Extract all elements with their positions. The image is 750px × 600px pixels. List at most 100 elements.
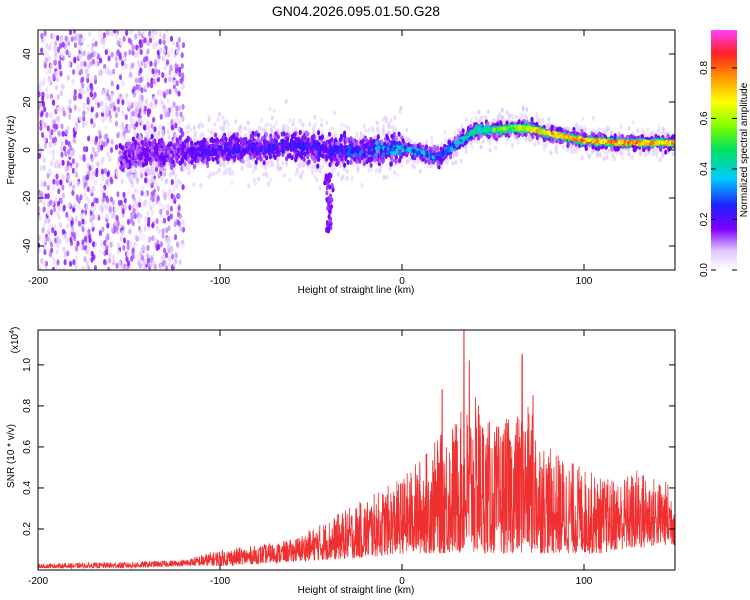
- spectrogram-cell: [164, 265, 169, 270]
- spectrogram-cell: [109, 196, 113, 203]
- spectrogram-cell: [464, 117, 468, 123]
- spectrogram-cell: [353, 156, 357, 162]
- spectrogram-cell: [268, 154, 272, 160]
- spectrogram-cell: [90, 85, 94, 92]
- spectrogram-cell: [63, 233, 68, 240]
- spectrogram-cell: [90, 106, 94, 113]
- spectrogram-cell: [136, 254, 140, 261]
- spectrogram-cell: [405, 127, 409, 133]
- spectrogram-cell: [306, 137, 310, 143]
- spectrogram-cell: [318, 186, 322, 191]
- spectrogram-cell: [74, 263, 78, 269]
- spectrogram-cell: [131, 136, 135, 142]
- spectrogram-cell: [514, 114, 518, 120]
- spectrogram-cell: [607, 126, 610, 132]
- spectrogram-cell: [161, 260, 165, 267]
- spectrogram-cell: [61, 192, 65, 199]
- spectrogram-cell: [413, 164, 416, 170]
- spectrogram-cell: [554, 144, 558, 149]
- spectrogram-cell: [143, 266, 147, 270]
- spectrogram-cell: [349, 159, 353, 165]
- spectrogram-cell: [65, 237, 69, 244]
- spectrogram-cell: [530, 116, 534, 123]
- spectrogram-cell: [282, 173, 286, 179]
- spectrogram-cell: [259, 125, 263, 131]
- spectrogram-cell: [168, 261, 172, 268]
- spectrogram-cell: [63, 251, 67, 258]
- spectrogram-cell: [396, 172, 400, 178]
- spectrogram-cell: [105, 133, 109, 140]
- spectrogram-cell: [555, 149, 559, 155]
- spectrogram-cell: [61, 41, 65, 48]
- spectrogram-cell: [152, 251, 156, 258]
- spectrogram-cell: [62, 228, 66, 235]
- spectrogram-cell: [561, 144, 565, 150]
- spectrogram-cell: [149, 60, 153, 67]
- spectrogram-cell: [76, 240, 80, 247]
- spectrogram-cell: [168, 88, 172, 95]
- spectrogram-cell: [171, 39, 176, 46]
- spectrogram-cell: [106, 222, 110, 229]
- spectrogram-cell: [121, 64, 125, 71]
- spectrogram-cell: [165, 89, 169, 95]
- spectrogram-cell: [59, 198, 64, 205]
- spectrogram-cell: [265, 155, 269, 161]
- spectrogram-cell: [116, 49, 120, 56]
- spectrogram-cell: [308, 122, 312, 127]
- spectrogram-cell: [56, 35, 60, 41]
- spectrogram-cell: [226, 122, 230, 128]
- spectrogram-cell: [107, 266, 111, 270]
- spectrogram-cell: [91, 174, 95, 181]
- spectrogram-cell: [55, 76, 60, 83]
- spectrogram-cell: [141, 244, 145, 251]
- spectrogram-cell: [51, 118, 55, 125]
- spectrogram-cell: [121, 203, 125, 210]
- spectrogram-cell: [114, 32, 118, 39]
- spectrogram-cell: [113, 206, 117, 213]
- spectrogram-cell: [181, 184, 185, 191]
- spectrogram-cell: [88, 31, 92, 37]
- spectrogram-cell: [73, 95, 77, 102]
- spectrogram-cell: [332, 110, 336, 116]
- spectrogram-cell: [171, 253, 175, 260]
- spectrogram-cell: [86, 43, 90, 50]
- spectrogram-cell: [84, 192, 88, 199]
- spectrogram-cell: [124, 114, 128, 121]
- spectrogram-cell: [168, 255, 172, 262]
- spectrogram-cell: [177, 179, 181, 184]
- spectrogram-cell: [179, 225, 183, 232]
- spectrogram-cell: [47, 55, 51, 62]
- spectrogram-cell: [286, 136, 290, 142]
- spectrogram-cell: [128, 204, 132, 211]
- spectrogram-cell: [38, 247, 41, 254]
- spectrogram-cell: [169, 205, 174, 212]
- spectrogram-cell: [101, 226, 105, 233]
- spectrogram-cell: [340, 122, 344, 128]
- spectrogram-cell: [144, 84, 148, 91]
- spectrogram-cell: [98, 230, 102, 236]
- spectrogram-cell: [390, 133, 394, 139]
- spectrogram-cell: [642, 147, 646, 153]
- spectrogram-cell: [144, 177, 148, 184]
- spectrogram-cell: [91, 163, 95, 170]
- spectrogram-cell: [249, 163, 252, 169]
- spectrogram-cell: [55, 173, 59, 180]
- spectrogram-cell: [309, 163, 312, 169]
- spectrogram-cell: [85, 86, 90, 93]
- spectrogram-cell: [93, 74, 97, 81]
- spectrogram-cell: [149, 37, 153, 44]
- spectrogram-cell: [169, 35, 174, 42]
- spectrogram-cell: [177, 105, 181, 112]
- spectrogram-cell: [52, 256, 56, 263]
- spectrogram-cell: [172, 166, 176, 171]
- spectrogram-cell: [172, 187, 176, 194]
- spectrogram-cell: [330, 166, 334, 172]
- spectrogram-cell: [259, 118, 263, 123]
- spectrogram-cell: [160, 129, 164, 135]
- spectrogram-cell: [231, 170, 234, 176]
- spectrogram-cell: [343, 162, 347, 168]
- spectrogram-cell: [65, 49, 69, 56]
- spectrogram-cell: [187, 124, 191, 130]
- spectrogram-cell: [93, 265, 97, 270]
- spectrogram-cell: [344, 123, 348, 129]
